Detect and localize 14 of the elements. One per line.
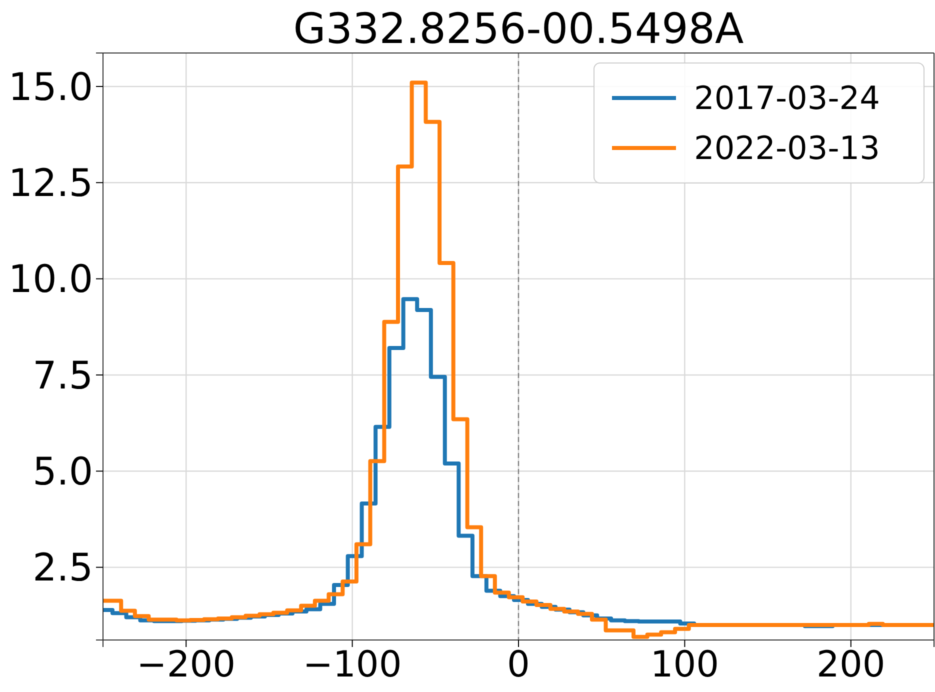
- y-tick-label: 2.5: [32, 546, 93, 590]
- x-tick-label: −100: [302, 644, 402, 686]
- x-tick-label: −200: [136, 644, 236, 686]
- y-tick-label: 12.5: [8, 160, 93, 205]
- y-tick-label: 15.0: [8, 64, 93, 109]
- x-tick-label: 100: [650, 644, 720, 686]
- legend-label: 2022-03-13: [694, 129, 880, 168]
- x-tick-label: 0: [507, 644, 530, 686]
- chart-title: G332.8256-00.5498A: [293, 4, 744, 53]
- y-tick-label: 7.5: [32, 353, 93, 398]
- legend-label: 2017-03-24: [694, 79, 880, 118]
- y-tick-label: 10.0: [8, 257, 93, 302]
- y-tick-label: 5.0: [32, 449, 93, 494]
- x-tick-label: 200: [816, 644, 886, 686]
